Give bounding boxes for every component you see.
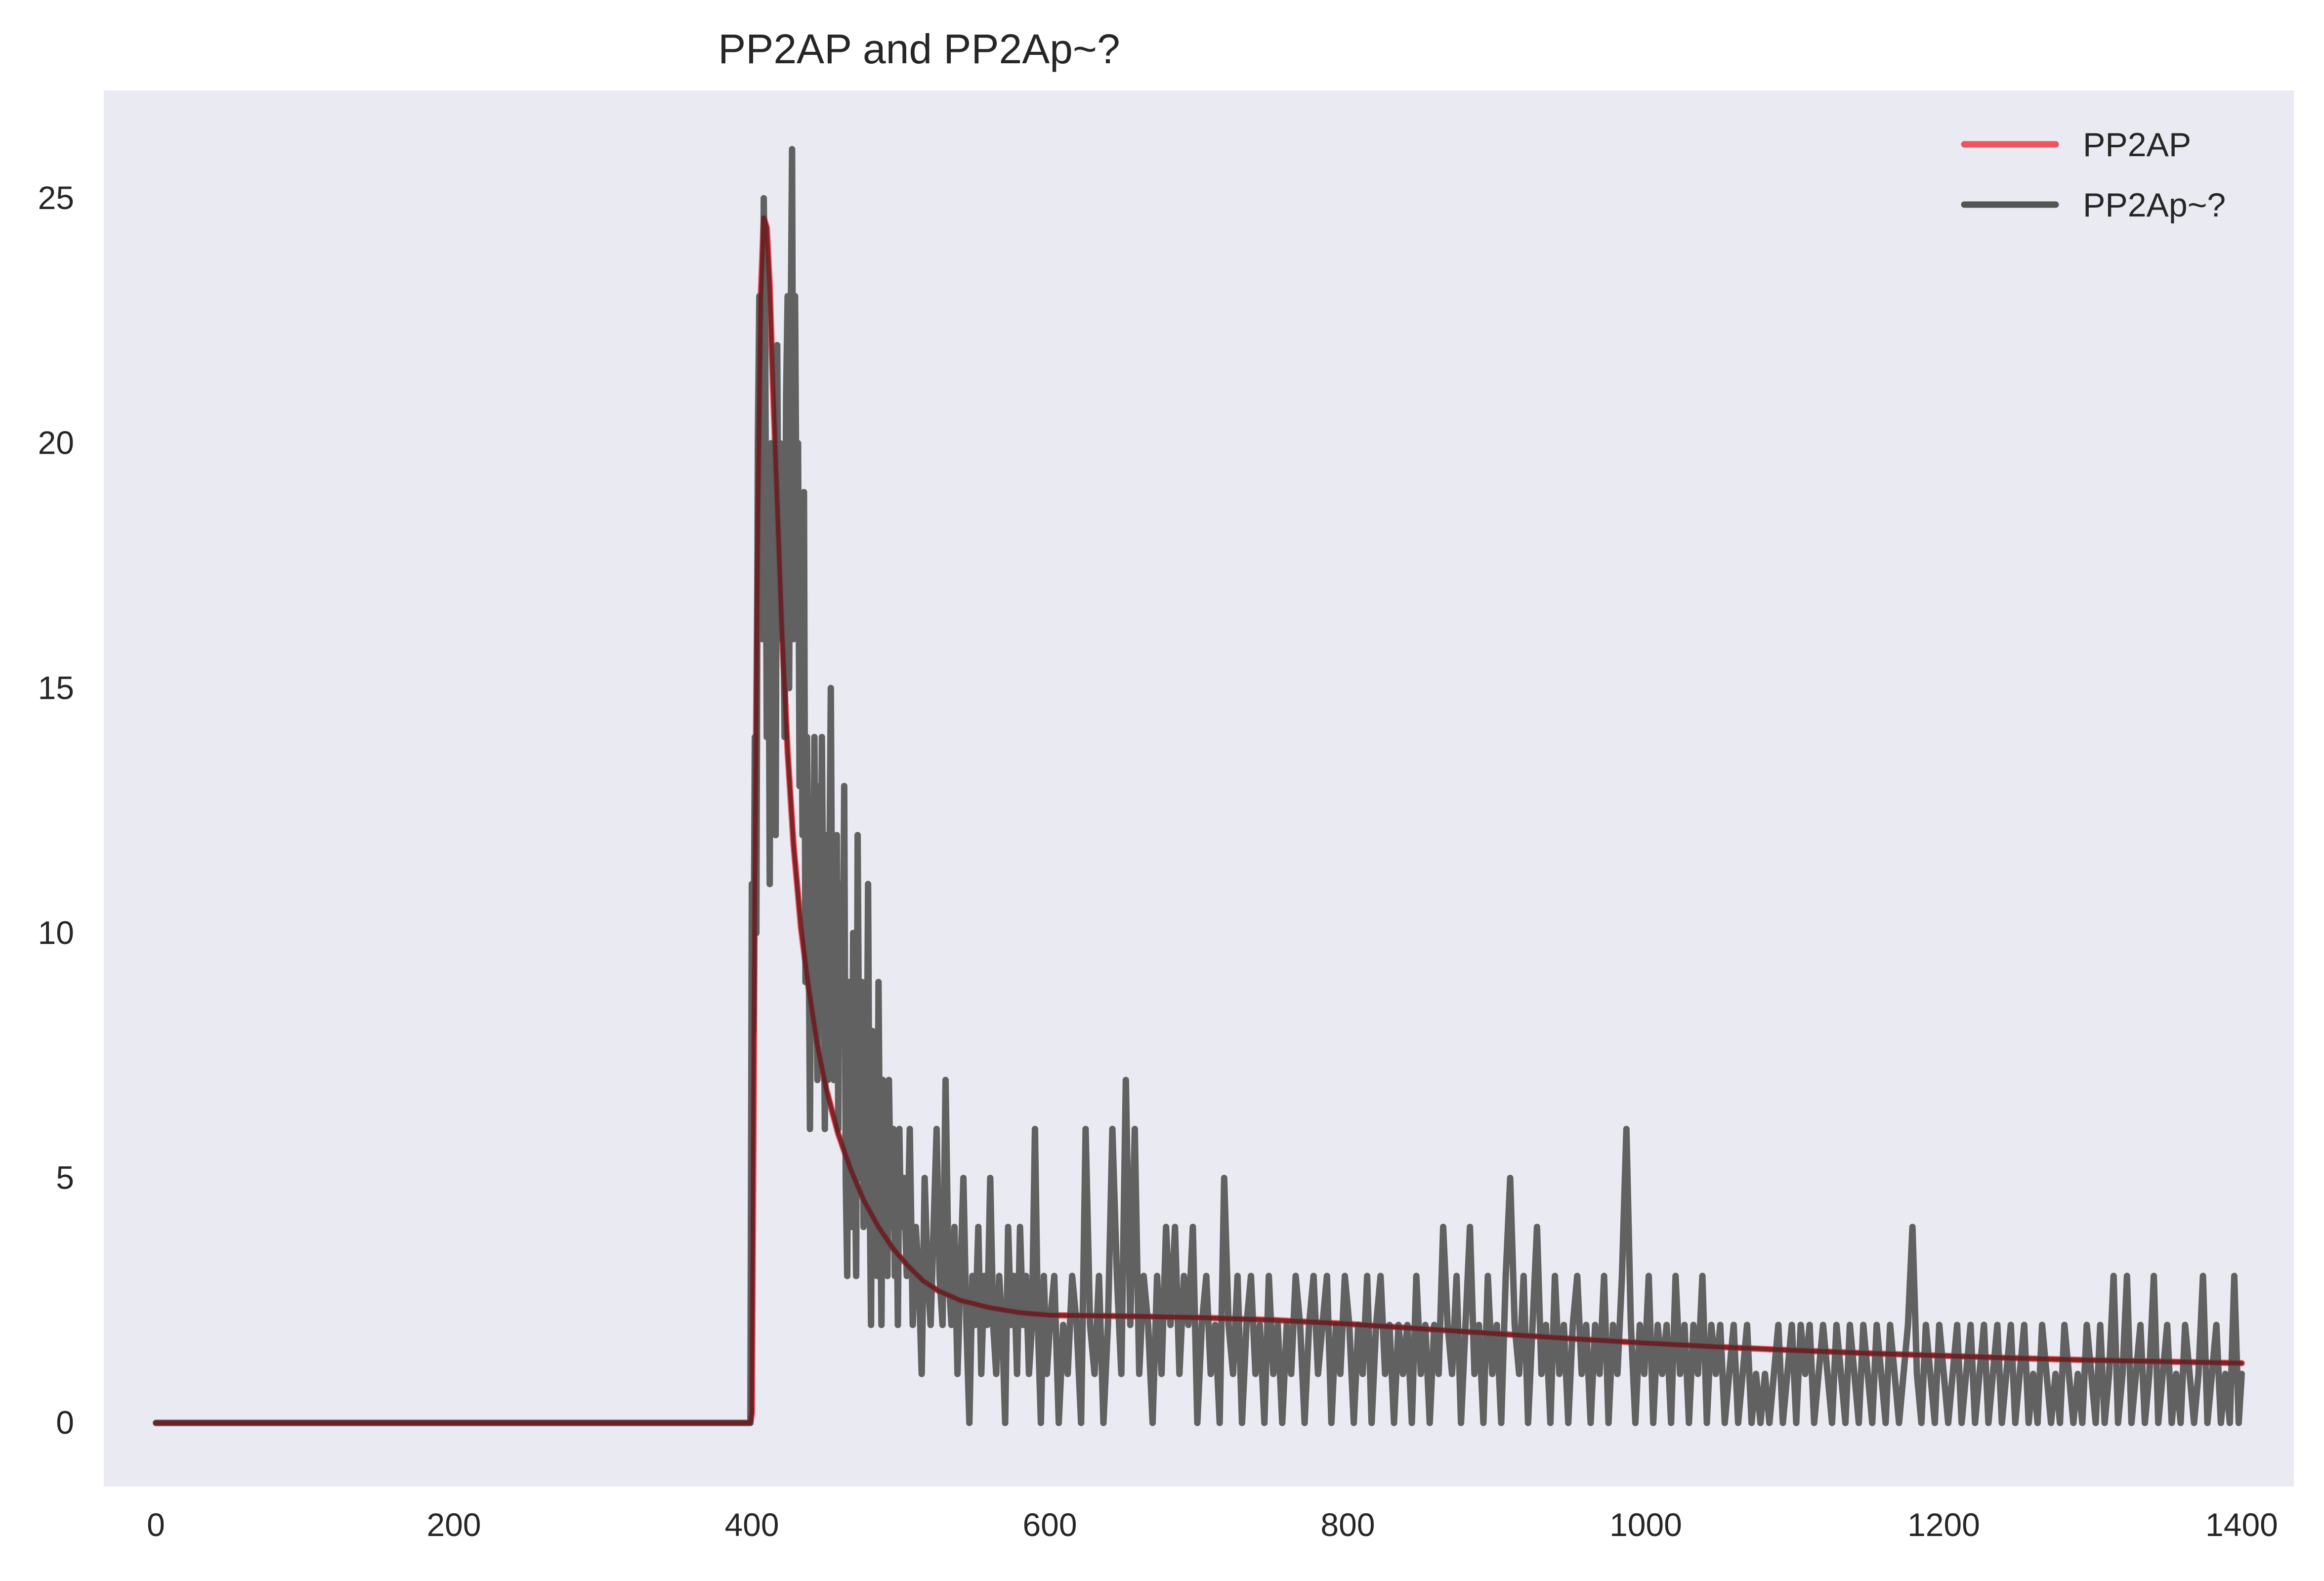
y-axis: 0 5 10 15 20 25 [38,179,74,1441]
legend-label: PP2AP [2083,126,2191,164]
x-tick-label: 400 [724,1506,779,1543]
x-tick-label: 1400 [2205,1506,2278,1543]
y-tick-label: 25 [38,179,74,216]
x-tick-label: 1000 [1609,1506,1682,1543]
x-tick-label: 0 [147,1506,165,1543]
chart-title: PP2AP and PP2Ap~? [718,26,1120,72]
y-tick-label: 15 [38,669,74,706]
x-axis: 0 200 400 600 800 1000 1200 1400 [147,1506,2278,1543]
legend-label: PP2Ap~? [2083,186,2226,224]
series-overlap-line [154,215,2244,1425]
x-tick-label: 200 [426,1506,481,1543]
y-tick-label: 5 [56,1159,74,1196]
x-tick-label: 800 [1320,1506,1375,1543]
legend: PP2AP PP2Ap~? [1961,126,2226,224]
plot-area [104,90,2294,1487]
x-tick-label: 1200 [1907,1506,1980,1543]
series-line-pp2ap [153,146,2245,1426]
y-tick-label: 20 [38,425,74,461]
y-tick-label: 10 [38,914,74,951]
series-layer [153,146,2245,1426]
x-tick-label: 600 [1022,1506,1077,1543]
y-tick-label: 0 [56,1404,74,1441]
